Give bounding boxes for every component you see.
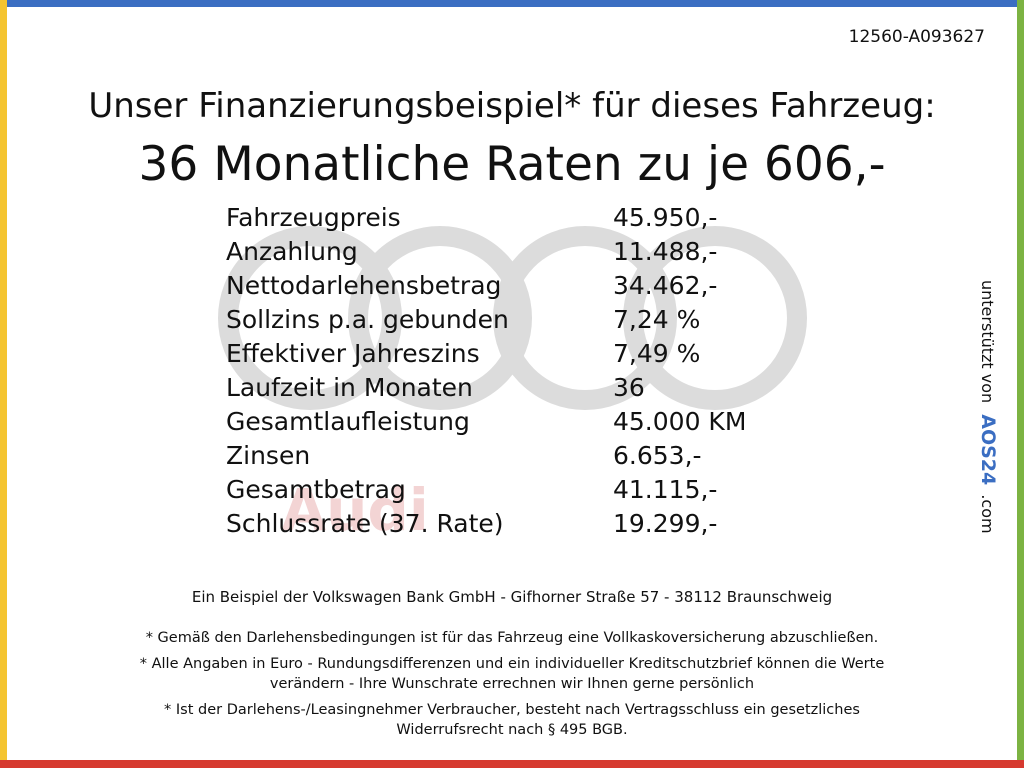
note-line: Widerrufsrecht nach § 495 BGB. [396,722,627,738]
note-line: * Alle Angaben in Euro - Rundungsdiffere… [140,656,885,672]
top-border [0,0,1024,7]
note-line: * Gemäß den Darlehensbedingungen ist für… [146,630,879,646]
row-label: Gesamtbetrag [226,475,406,504]
notes: * Gemäß den Darlehensbedingungen ist für… [140,630,885,738]
row-value: 34.462,- [613,271,717,300]
row-value: 7,49 % [613,339,700,368]
finance-table: Fahrzeugpreis 45.950,- Anzahlung 11.488,- Ne… [226,203,746,538]
note-line: * Ist der Darlehens-/Leasingnehmer Verbr… [164,702,860,718]
offer-id: 12560-A093627 [849,27,985,47]
right-border [1017,0,1024,768]
row-label: Sollzins p.a. gebunden [226,305,509,334]
watermark: Audi [281,476,429,544]
row-value: 6.653,- [613,441,702,470]
row-value: 19.299,- [613,509,717,538]
row-value: 41.115,- [613,475,717,504]
side-brand: AOS24 [977,414,999,485]
row-value: 36 [613,373,645,402]
rings-watermark [218,226,807,410]
row-label: Gesamtlaufleistung [226,407,470,436]
left-border [0,0,7,768]
row-label: Anzahlung [226,237,358,266]
row-label: Effektiver Jahreszins [226,339,480,368]
side-prefix: unterstützt von [978,280,997,403]
side-credit: unterstützt von AOS24 .com [977,280,999,534]
row-value: 45.000 KM [613,407,746,436]
bank-line: Ein Beispiel der Volkswagen Bank GmbH - … [192,588,832,606]
row-label: Schlussrate (37. Rate) [226,509,504,538]
subheading: 36 Monatliche Raten zu je 606,- [138,137,885,192]
bottom-border [0,760,1024,768]
row-label: Fahrzeugpreis [226,203,401,232]
row-value: 45.950,- [613,203,717,232]
row-value: 7,24 % [613,305,700,334]
row-label: Zinsen [226,441,310,470]
note-line: verändern - Ihre Wunschrate errechnen wi… [270,676,754,692]
row-label: Laufzeit in Monaten [226,373,473,402]
side-suffix: .com [978,494,997,533]
row-label: Nettodarlehensbetrag [226,271,501,300]
row-value: 11.488,- [613,237,717,266]
heading: Unser Finanzierungsbeispiel* für dieses … [88,86,935,126]
